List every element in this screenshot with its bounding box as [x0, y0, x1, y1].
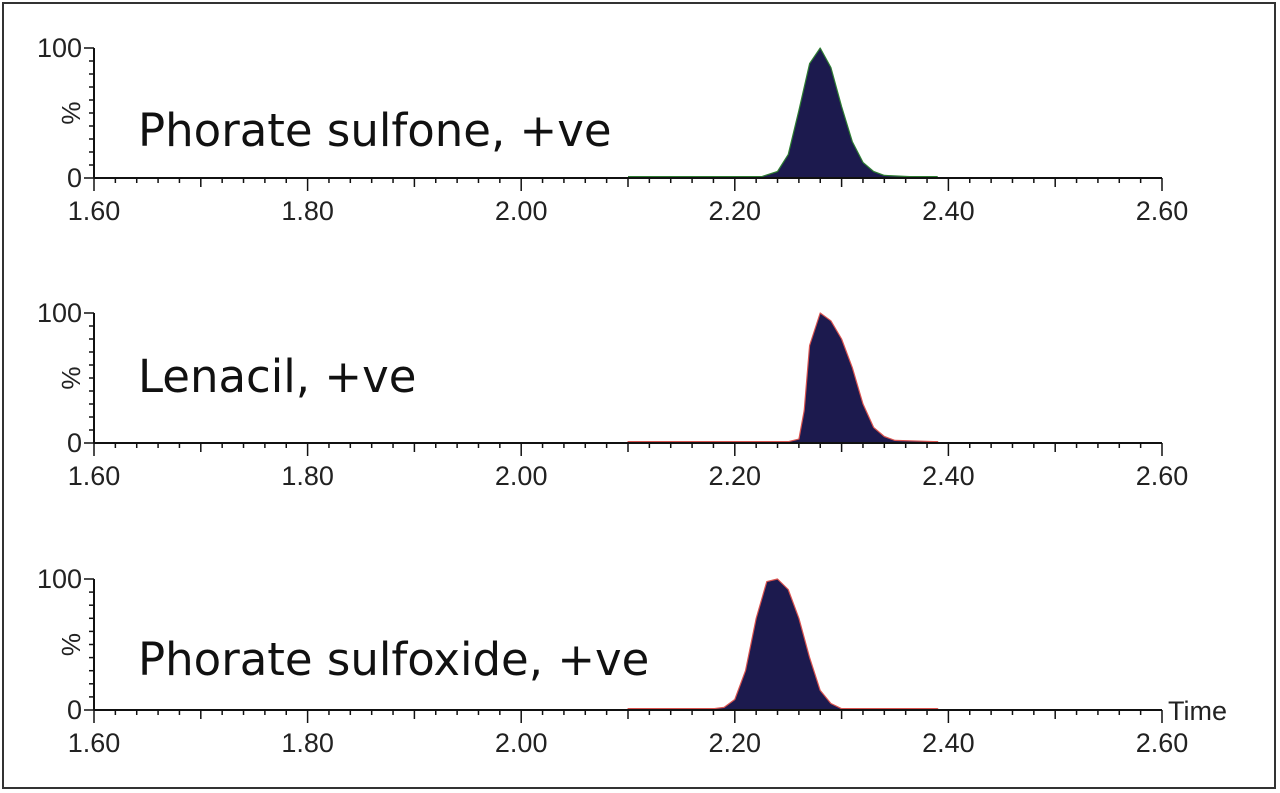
y-tick-label: 0 — [67, 428, 82, 458]
y-axis-label: % — [56, 366, 86, 389]
peak-area — [627, 578, 939, 711]
peak-area — [627, 47, 939, 179]
chromatogram-figure: 0 100% 1.60 1.80 2.00 2.20 2.40 2.60 Phorate sul… — [37, 33, 1227, 758]
x-tick-label: 2.20 — [709, 196, 762, 226]
y-axis-label: % — [56, 633, 86, 656]
x-tick-label: 1.80 — [281, 196, 334, 226]
peak-area — [627, 312, 939, 444]
compound-label: Lenacil, +ve — [138, 350, 416, 403]
y-tick-label: 100 — [37, 298, 82, 328]
x-tick-label: 2.20 — [709, 461, 762, 491]
x-tick-label: 1.60 — [68, 461, 121, 491]
x-tick-label: 1.80 — [281, 728, 334, 758]
y-tick-label: 0 — [67, 695, 82, 725]
x-tick-label: 2.00 — [495, 461, 548, 491]
y-tick-label: 100 — [37, 33, 82, 63]
y-tick-label: 0 — [67, 163, 82, 193]
x-tick-label: 1.80 — [281, 461, 334, 491]
x-tick-label: 2.60 — [1136, 728, 1189, 758]
x-tick-label: 2.00 — [495, 196, 548, 226]
x-tick-label: 2.00 — [495, 728, 548, 758]
x-axis-title: Time — [1168, 696, 1227, 726]
y-axis-label: % — [56, 101, 86, 124]
x-tick-label: 1.60 — [68, 728, 121, 758]
x-tick-label: 2.40 — [922, 461, 975, 491]
x-tick-label: 2.60 — [1136, 461, 1189, 491]
y-tick-label: 100 — [37, 564, 82, 594]
x-tick-label: 2.40 — [922, 196, 975, 226]
compound-label: Phorate sulfone, +ve — [138, 104, 612, 157]
x-tick-label: 2.60 — [1136, 196, 1189, 226]
x-tick-label: 2.40 — [922, 728, 975, 758]
panel-lenacil: 0 100% 1.60 1.80 2.00 2.20 2.40 2.60 Lenacil, +v… — [37, 298, 1188, 491]
compound-label: Phorate sulfoxide, +ve — [138, 633, 649, 686]
x-tick-label: 2.20 — [709, 728, 762, 758]
panel-phorate-sulfone: 0 100% 1.60 1.80 2.00 2.20 2.40 2.60 Phorate sul… — [37, 33, 1188, 226]
panel-phorate-sulfoxide: 0 100% 1.60 1.80 2.00 2.20 2.40 2.60 Phorate sul… — [37, 564, 1227, 758]
x-tick-label: 1.60 — [68, 196, 121, 226]
